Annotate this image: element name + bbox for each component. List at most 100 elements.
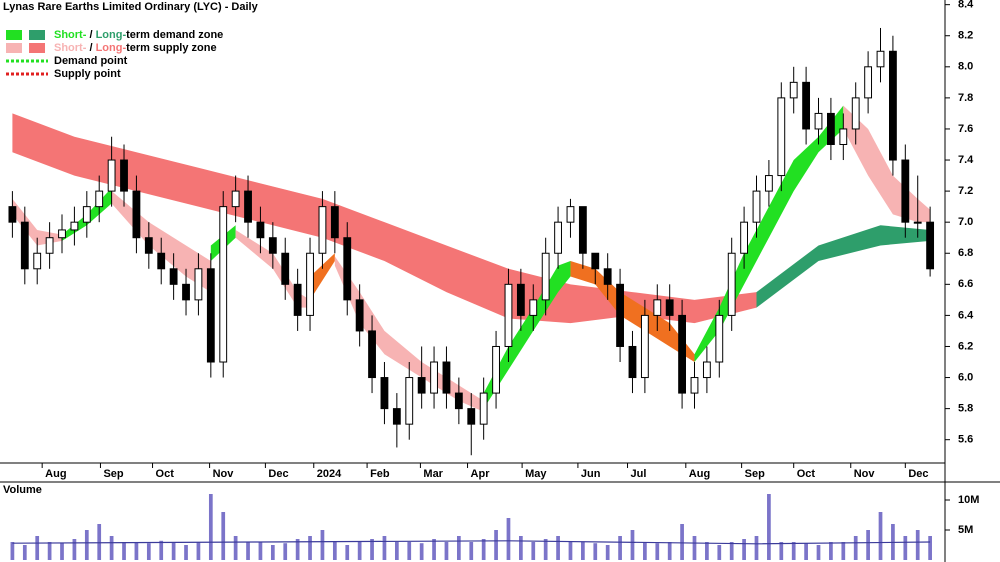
candle-body bbox=[690, 377, 699, 394]
volume-bar bbox=[357, 542, 362, 560]
legend-swatch bbox=[6, 43, 22, 53]
candle-body bbox=[256, 221, 265, 239]
y-tick-label: 10M bbox=[958, 494, 979, 506]
candle-body bbox=[727, 252, 736, 316]
x-tick-label: Feb bbox=[370, 468, 390, 480]
y-tick-label: 5.8 bbox=[958, 403, 973, 415]
legend-text: Long- bbox=[96, 29, 127, 41]
y-tick-label: 7.4 bbox=[958, 154, 974, 166]
volume-bar bbox=[60, 543, 64, 560]
volume-bar bbox=[717, 545, 722, 560]
candle-body bbox=[405, 377, 414, 425]
candle-body bbox=[8, 206, 17, 223]
volume-bar bbox=[829, 542, 833, 560]
volume-bar bbox=[804, 543, 808, 560]
candle-body bbox=[653, 299, 662, 316]
volume-bar bbox=[308, 536, 312, 560]
volume-bar bbox=[444, 542, 449, 560]
candle-body bbox=[876, 50, 885, 68]
y-tick-label: 5.6 bbox=[958, 434, 973, 446]
volume-bar bbox=[593, 543, 598, 560]
volume-bar bbox=[394, 542, 399, 560]
candle-body bbox=[802, 81, 811, 130]
volume-bar bbox=[581, 542, 585, 560]
candle-body bbox=[194, 268, 203, 301]
volume-bar bbox=[494, 530, 498, 560]
volume-bar bbox=[47, 542, 52, 560]
volume-bar bbox=[246, 542, 250, 560]
volume-bar bbox=[742, 539, 746, 560]
x-tick-label: Dec bbox=[908, 468, 928, 480]
candle-body bbox=[864, 66, 873, 99]
volume-bar bbox=[531, 542, 536, 560]
volume-bar bbox=[370, 539, 374, 560]
volume-bar bbox=[345, 545, 350, 560]
volume-bar bbox=[407, 542, 412, 560]
x-tick-label: Aug bbox=[45, 468, 66, 480]
legend-swatch bbox=[29, 43, 45, 53]
x-tick-label: Oct bbox=[797, 468, 816, 480]
candle-body bbox=[479, 392, 488, 425]
candle-body bbox=[566, 206, 575, 223]
pane-title: Volume bbox=[3, 484, 42, 496]
volume-bar bbox=[258, 542, 263, 560]
short-term-zone bbox=[570, 261, 695, 363]
candle-body bbox=[355, 299, 364, 332]
legend-label: Demand point bbox=[54, 55, 128, 67]
candle-body bbox=[826, 112, 835, 145]
volume-bar bbox=[72, 539, 77, 560]
y-tick-label: 5M bbox=[958, 524, 973, 536]
candle-body bbox=[169, 268, 178, 285]
volume-bar bbox=[643, 542, 647, 560]
candle-body bbox=[628, 345, 637, 379]
volume-bar bbox=[134, 542, 139, 560]
volume-bar bbox=[184, 545, 188, 560]
volume-bar bbox=[295, 539, 300, 560]
legend-text: term supply zone bbox=[126, 42, 216, 54]
candle-body bbox=[206, 268, 215, 363]
candle-body bbox=[268, 237, 277, 254]
volume-bar bbox=[146, 543, 151, 560]
candle-body bbox=[851, 97, 860, 130]
volume-bar bbox=[556, 536, 560, 560]
volume-bar bbox=[419, 543, 424, 560]
volume-bar bbox=[221, 512, 226, 560]
candle-body bbox=[467, 408, 476, 425]
candle-body bbox=[70, 221, 79, 231]
volume-bar bbox=[519, 536, 523, 560]
legend-text: / bbox=[86, 29, 95, 41]
candle-body bbox=[678, 314, 686, 394]
candle-body bbox=[702, 361, 711, 379]
x-tick-label: 2024 bbox=[317, 468, 342, 480]
candle-body bbox=[318, 206, 327, 254]
legend-text: Short- bbox=[54, 29, 87, 41]
volume-bar bbox=[10, 542, 15, 560]
x-tick-label: May bbox=[525, 468, 547, 480]
volume-bar bbox=[903, 536, 908, 560]
candle-body bbox=[442, 361, 451, 394]
x-tick-label: Nov bbox=[854, 468, 876, 480]
legend-text: Short- bbox=[54, 42, 87, 54]
candle-body bbox=[392, 408, 401, 425]
y-tick-label: 6.0 bbox=[958, 371, 973, 383]
candle-body bbox=[889, 50, 897, 161]
volume-bar bbox=[283, 543, 288, 560]
volume-bar bbox=[270, 545, 275, 560]
candle-body bbox=[603, 268, 612, 285]
volume-bar bbox=[320, 530, 325, 560]
candle-body bbox=[591, 252, 600, 270]
candle-body bbox=[430, 361, 438, 394]
volume-bar bbox=[122, 542, 126, 560]
y-tick-label: 7.2 bbox=[958, 185, 973, 197]
candle-body bbox=[665, 299, 674, 316]
candle-body bbox=[777, 97, 786, 177]
short-term-zone bbox=[310, 253, 335, 300]
legend-label: Supply point bbox=[54, 68, 121, 80]
legend-text: / bbox=[86, 42, 95, 54]
volume-bar bbox=[208, 494, 213, 560]
volume-bar bbox=[469, 542, 474, 560]
candle-body bbox=[913, 221, 922, 224]
volume-bar bbox=[35, 536, 40, 560]
volume-bar bbox=[754, 536, 759, 560]
